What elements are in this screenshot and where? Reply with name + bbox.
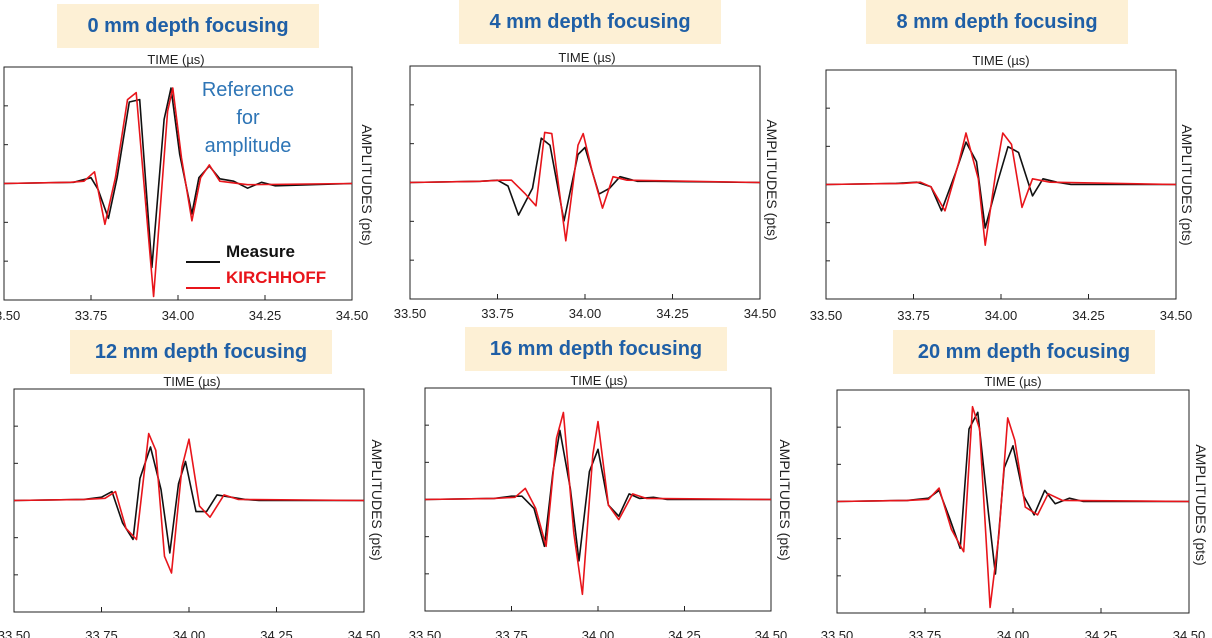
- series-line-kirchhoff: [13, 432, 365, 574]
- panel-title-1: 4 mm depth focusing: [459, 0, 721, 44]
- x-tick-label: 34.00: [173, 628, 206, 638]
- x-tick-label: 34.50: [755, 628, 788, 638]
- legend-kirchhoff-label: KIRCHHOFF: [226, 268, 326, 287]
- x-tick-label: 34.50: [336, 308, 369, 323]
- x-tick-label: 34.50: [1160, 308, 1193, 323]
- x-tick-label: 34.50: [1173, 628, 1206, 638]
- x-tick-label: 34.25: [249, 308, 282, 323]
- series-line-measure: [3, 87, 353, 269]
- chart-panel-3: 33.50 33.75 34.00 34.25 34.50 TIME (µs) AMPLIT…: [0, 374, 385, 638]
- x-tick-label: 34.25: [668, 628, 701, 638]
- chart-panel-0: 33.50 33.75 34.00 34.25 34.50 TIME (µs) AMPLIT…: [0, 52, 375, 323]
- y-axis-label: AMPLITUDES (pts): [1179, 124, 1195, 245]
- series-line-kirchhoff: [825, 132, 1177, 246]
- x-axis-label: TIME (µs): [163, 374, 220, 389]
- panel-title-4: 16 mm depth focusing: [465, 327, 727, 371]
- x-tick-label: 34.00: [582, 628, 615, 638]
- x-tick-label: 33.50: [394, 306, 427, 321]
- y-axis-label: AMPLITUDES (pts): [359, 124, 375, 245]
- x-axis-label: TIME (µs): [972, 53, 1029, 68]
- x-axis-label: TIME (µs): [147, 52, 204, 67]
- x-tick-label: 33.75: [481, 306, 514, 321]
- x-tick-label: 33.50: [0, 628, 30, 638]
- x-axis-label: TIME (µs): [558, 50, 615, 65]
- x-tick-label: 34.00: [569, 306, 602, 321]
- x-tick-label: 33.75: [85, 628, 118, 638]
- panel-title-2: 8 mm depth focusing: [866, 0, 1128, 44]
- x-tick-label: 34.00: [162, 308, 195, 323]
- legend-measure-label: Measure: [226, 242, 295, 261]
- x-axis-label: TIME (µs): [570, 373, 627, 388]
- x-tick-label: 34.50: [744, 306, 777, 321]
- x-tick-label: 33.50: [821, 628, 854, 638]
- chart-panel-2: 33.50 33.75 34.00 34.25 34.50 TIME (µs) AMPLIT…: [810, 53, 1195, 323]
- reference-annotation: Reference for amplitude: [202, 79, 294, 157]
- legend: Measure KIRCHHOFF: [186, 242, 326, 289]
- x-tick-label: 34.50: [348, 628, 381, 638]
- x-tick-label: 34.25: [656, 306, 689, 321]
- chart-panel-1: 33.50 33.75 34.00 34.25 34.50 TIME (µs) AMPLIT…: [394, 50, 780, 321]
- series-line-kirchhoff: [836, 405, 1190, 609]
- series-line-kirchhoff: [424, 411, 772, 596]
- x-tick-label: 33.75: [897, 308, 930, 323]
- x-axis-label: TIME (µs): [984, 374, 1041, 389]
- x-tick-label: 33.50: [810, 308, 843, 323]
- x-tick-label: 34.25: [260, 628, 293, 638]
- series-line-kirchhoff: [3, 87, 353, 298]
- x-tick-label: 34.25: [1085, 628, 1118, 638]
- panel-title-3: 12 mm depth focusing: [70, 330, 332, 374]
- panel-title-0: 0 mm depth focusing: [57, 4, 319, 48]
- x-tick-label: 34.00: [985, 308, 1018, 323]
- y-axis-label: AMPLITUDES (pts): [777, 439, 793, 560]
- panel-title-5: 20 mm depth focusing: [893, 330, 1155, 374]
- y-axis-label: AMPLITUDES (pts): [369, 439, 385, 560]
- chart-panel-4: 33.50 33.75 34.00 34.25 34.50 TIME (µs) AMPLIT…: [409, 373, 793, 638]
- x-tick-label: 33.50: [409, 628, 442, 638]
- y-axis-label: AMPLITUDES (pts): [764, 119, 780, 240]
- series-line-measure: [424, 429, 771, 562]
- x-tick-label: 34.25: [1072, 308, 1105, 323]
- x-tick-label: 33.75: [909, 628, 942, 638]
- x-tick-label: 34.00: [997, 628, 1030, 638]
- series-line-kirchhoff: [409, 131, 761, 242]
- x-tick-label: 33.75: [495, 628, 528, 638]
- x-tick-label: 33.50: [0, 308, 20, 323]
- chart-panel-5: 33.50 33.75 34.00 34.25 34.50 TIME (µs) AMPLIT…: [821, 374, 1209, 638]
- x-tick-label: 33.75: [75, 308, 108, 323]
- y-axis-label: AMPLITUDES (pts): [1193, 444, 1209, 565]
